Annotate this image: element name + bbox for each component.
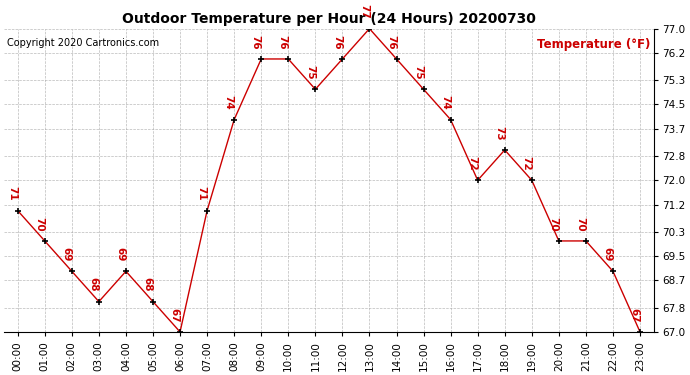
Text: 70: 70 bbox=[34, 217, 44, 231]
Text: 77: 77 bbox=[359, 4, 369, 19]
Text: 75: 75 bbox=[305, 65, 315, 80]
Text: 68: 68 bbox=[88, 278, 98, 292]
Text: 69: 69 bbox=[61, 247, 71, 261]
Text: 73: 73 bbox=[494, 126, 504, 140]
Text: 70: 70 bbox=[575, 217, 585, 231]
Text: 76: 76 bbox=[386, 34, 396, 49]
Text: 74: 74 bbox=[440, 95, 450, 110]
Text: 76: 76 bbox=[332, 34, 342, 49]
Text: 76: 76 bbox=[250, 34, 261, 49]
Text: 70: 70 bbox=[549, 217, 558, 231]
Text: 69: 69 bbox=[602, 247, 613, 261]
Text: 67: 67 bbox=[629, 308, 640, 322]
Text: 72: 72 bbox=[521, 156, 531, 171]
Text: 69: 69 bbox=[115, 247, 126, 261]
Text: 74: 74 bbox=[224, 95, 234, 110]
Title: Outdoor Temperature per Hour (24 Hours) 20200730: Outdoor Temperature per Hour (24 Hours) … bbox=[122, 12, 536, 26]
Text: Temperature (°F): Temperature (°F) bbox=[537, 38, 650, 51]
Text: 72: 72 bbox=[467, 156, 477, 171]
Text: 76: 76 bbox=[277, 34, 288, 49]
Text: Copyright 2020 Cartronics.com: Copyright 2020 Cartronics.com bbox=[8, 38, 159, 48]
Text: 75: 75 bbox=[413, 65, 423, 80]
Text: 71: 71 bbox=[7, 186, 17, 201]
Text: 71: 71 bbox=[197, 186, 206, 201]
Text: 67: 67 bbox=[170, 308, 179, 322]
Text: 68: 68 bbox=[142, 278, 152, 292]
